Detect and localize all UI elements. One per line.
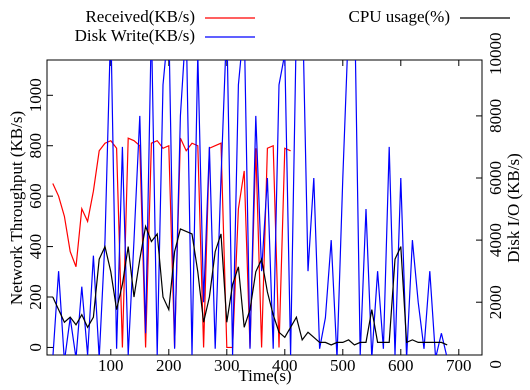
- y-tick-label: 400: [26, 234, 45, 259]
- y2-tick-label: 10000: [486, 33, 505, 76]
- x-tick-label: 500: [330, 356, 356, 375]
- plot-frame: [46, 59, 483, 356]
- y2-axis-label: Disk I/O (KB/s): [504, 153, 523, 263]
- y2-tick-label: 8000: [486, 99, 505, 133]
- y2-tick-label: 6000: [486, 161, 505, 195]
- x-tick-label: 300: [214, 356, 240, 375]
- x-tick-label: 100: [98, 356, 124, 375]
- x-axis-label: Time(s): [238, 366, 291, 385]
- y-tick-label: 0: [26, 343, 45, 352]
- plot-area: [52, 60, 448, 355]
- x-tick-label: 200: [156, 356, 182, 375]
- y-tick-label: 200: [26, 284, 45, 310]
- x-tick-label: 700: [446, 356, 472, 375]
- x-tick-label: 400: [272, 356, 298, 375]
- y-tick-label: 800: [26, 133, 45, 159]
- y2-tick-label: 4000: [486, 223, 505, 257]
- legend-label: CPU usage(%): [348, 7, 450, 26]
- legend-label: Disk Write(KB/s): [75, 26, 195, 45]
- y-axis-label: Network Throughput (KB/s): [7, 111, 26, 305]
- y2-tick-label: 2000: [486, 285, 505, 319]
- x-tick-label: 600: [388, 356, 414, 375]
- y2-tick-label: 0: [486, 360, 505, 369]
- series-line: [52, 224, 448, 346]
- legend-label: Received(KB/s): [85, 7, 195, 26]
- series-line: [52, 60, 448, 355]
- y-tick-label: 600: [26, 183, 45, 209]
- y-tick-label: 1000: [26, 78, 45, 112]
